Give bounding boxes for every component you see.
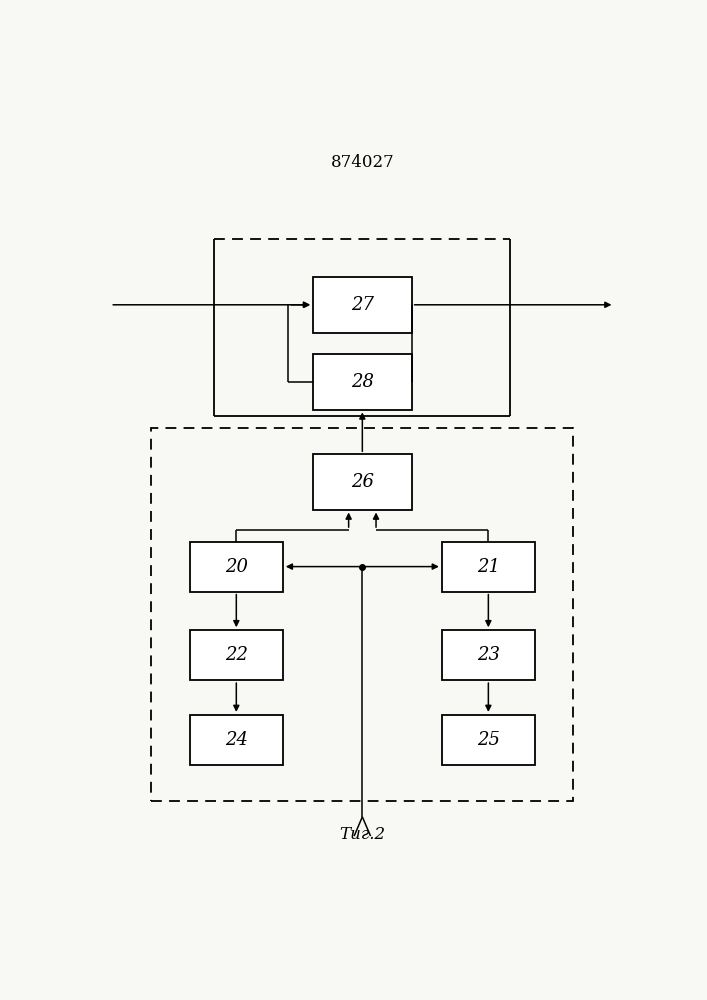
Text: 25: 25: [477, 731, 500, 749]
Bar: [313, 354, 411, 410]
Bar: [151, 428, 573, 801]
Text: 26: 26: [351, 473, 374, 491]
Text: 20: 20: [225, 558, 248, 576]
Bar: [442, 542, 535, 592]
Text: 22: 22: [225, 646, 248, 664]
Bar: [442, 715, 535, 765]
Bar: [189, 715, 283, 765]
Bar: [313, 454, 411, 510]
Text: Τиг.2: Τиг.2: [339, 826, 385, 843]
Text: 21: 21: [477, 558, 500, 576]
Text: 28: 28: [351, 373, 374, 391]
Bar: [189, 630, 283, 680]
Bar: [442, 630, 535, 680]
Bar: [313, 277, 411, 333]
Text: 24: 24: [225, 731, 248, 749]
Text: 23: 23: [477, 646, 500, 664]
Text: 27: 27: [351, 296, 374, 314]
Text: 874027: 874027: [330, 154, 395, 171]
Bar: [189, 542, 283, 592]
